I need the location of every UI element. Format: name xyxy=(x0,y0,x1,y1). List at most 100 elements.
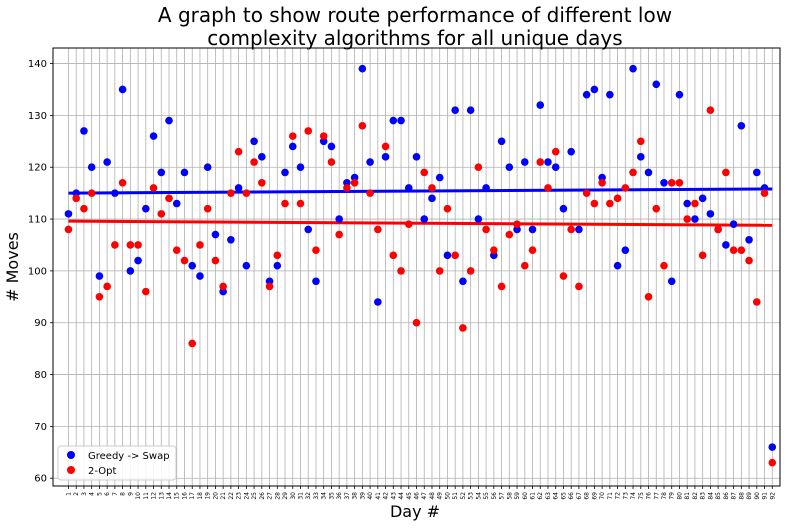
data-point-series-1 xyxy=(319,132,328,140)
data-point-series-0 xyxy=(567,147,575,156)
data-point-series-0 xyxy=(544,158,552,166)
x-tick-label: 68 xyxy=(584,492,591,500)
x-tick-label: 7 xyxy=(112,492,119,496)
x-tick-label: 18 xyxy=(197,492,204,500)
trend-lines xyxy=(68,187,773,227)
x-tick-label: 50 xyxy=(444,492,451,500)
trend-line-1 xyxy=(68,219,773,227)
y-tick-label: 80 xyxy=(34,370,47,381)
y-tick-label: 100 xyxy=(28,266,47,277)
data-point-series-1 xyxy=(111,241,119,249)
data-point-series-1 xyxy=(644,293,653,301)
data-point-series-1 xyxy=(466,267,475,275)
data-point-series-1 xyxy=(567,225,575,234)
x-tick-label: 92 xyxy=(769,492,776,500)
x-tick-label: 12 xyxy=(151,492,158,500)
x-tick-label: 72 xyxy=(615,492,622,500)
data-point-series-1 xyxy=(118,178,127,187)
data-point-series-0 xyxy=(636,153,645,161)
data-point-series-0 xyxy=(683,199,691,208)
data-point-series-1 xyxy=(180,256,189,265)
data-point-series-0 xyxy=(752,168,761,177)
y-axis-label: # Moves xyxy=(3,232,22,302)
x-tick-label: 29 xyxy=(282,492,289,500)
x-axis-ticks: 1 2 3 4 5 6 7 8 9 10 11 12 13 14 15 16 17 18 19 20 21 22 23 24 2… xyxy=(65,486,776,500)
data-point-series-1 xyxy=(234,147,243,156)
data-point-series-1 xyxy=(64,225,73,234)
x-tick-label: 69 xyxy=(591,492,598,500)
data-point-series-1 xyxy=(219,282,227,291)
x-tick-label: 80 xyxy=(676,492,683,500)
x-tick-label: 62 xyxy=(537,492,544,500)
data-point-series-0 xyxy=(389,116,398,125)
x-tick-label: 60 xyxy=(522,492,529,500)
x-tick-label: 90 xyxy=(754,492,761,500)
data-point-series-0 xyxy=(737,121,746,130)
x-axis-label: Day # xyxy=(390,502,440,521)
y-tick-label: 60 xyxy=(34,474,47,485)
data-point-series-0 xyxy=(296,163,305,172)
data-point-series-1 xyxy=(714,225,722,234)
x-tick-label: 86 xyxy=(723,492,730,500)
x-tick-label: 52 xyxy=(460,492,467,500)
data-point-series-0 xyxy=(621,246,630,254)
data-point-series-1 xyxy=(304,127,313,135)
data-point-series-0 xyxy=(559,204,568,213)
x-tick-label: 59 xyxy=(514,492,521,500)
data-point-series-0 xyxy=(397,116,405,125)
x-tick-label: 76 xyxy=(646,492,653,500)
data-point-series-1 xyxy=(103,282,111,291)
data-point-series-1 xyxy=(420,168,429,177)
data-point-series-1 xyxy=(513,220,521,229)
data-point-series-0 xyxy=(652,80,661,89)
data-point-series-0 xyxy=(675,90,684,99)
x-tick-label: 41 xyxy=(375,492,382,500)
data-point-series-0 xyxy=(435,173,444,182)
data-point-series-1 xyxy=(142,287,150,296)
data-point-series-1 xyxy=(172,246,181,254)
data-point-series-0 xyxy=(242,261,251,270)
x-tick-label: 39 xyxy=(359,492,366,500)
x-tick-label: 42 xyxy=(383,492,390,500)
data-point-series-0 xyxy=(575,225,583,234)
data-point-series-1 xyxy=(590,199,599,208)
data-point-series-1 xyxy=(706,106,715,115)
grid-lines xyxy=(53,48,780,486)
x-tick-label: 78 xyxy=(661,492,668,500)
x-tick-label: 82 xyxy=(692,492,699,500)
data-point-series-1 xyxy=(752,298,761,306)
x-tick-label: 81 xyxy=(684,492,691,500)
x-tick-label: 26 xyxy=(259,492,266,500)
y-tick-label: 90 xyxy=(34,318,47,329)
y-tick-label: 120 xyxy=(28,163,47,174)
legend-marker-2opt xyxy=(67,466,75,474)
x-tick-label: 9 xyxy=(127,492,134,496)
x-tick-label: 6 xyxy=(104,492,111,496)
data-point-series-0 xyxy=(196,272,204,280)
data-point-series-0 xyxy=(327,142,336,151)
x-tick-label: 11 xyxy=(143,492,150,500)
data-point-series-1 xyxy=(490,246,498,254)
x-tick-label: 44 xyxy=(398,492,405,500)
data-point-series-1 xyxy=(126,241,135,249)
data-point-series-1 xyxy=(381,142,390,151)
data-point-series-1 xyxy=(551,147,560,156)
data-point-series-1 xyxy=(768,458,777,467)
data-point-series-1 xyxy=(474,163,483,172)
x-tick-label: 49 xyxy=(437,492,444,500)
data-point-series-1 xyxy=(350,178,359,187)
x-tick-label: 2 xyxy=(73,492,80,496)
data-point-series-0 xyxy=(203,163,212,172)
data-point-series-0 xyxy=(722,241,730,249)
data-point-series-1 xyxy=(606,199,614,208)
data-point-series-0 xyxy=(142,204,150,213)
x-tick-label: 5 xyxy=(96,492,103,496)
data-point-series-0 xyxy=(520,158,529,166)
data-point-series-0 xyxy=(443,251,452,260)
x-tick-label: 75 xyxy=(638,492,645,500)
data-point-series-0 xyxy=(613,261,622,270)
data-point-series-0 xyxy=(381,153,390,161)
data-point-series-0 xyxy=(474,215,483,223)
data-point-series-1 xyxy=(397,267,405,275)
x-tick-label: 85 xyxy=(715,492,722,500)
